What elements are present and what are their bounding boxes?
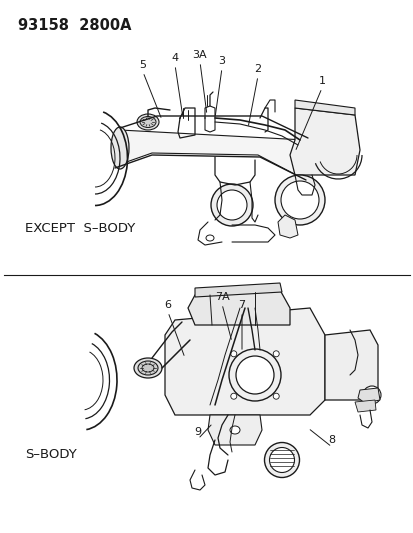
- Text: EXCEPT  S–BODY: EXCEPT S–BODY: [25, 222, 135, 235]
- Text: 8: 8: [328, 435, 335, 445]
- Polygon shape: [118, 130, 304, 178]
- Text: 9: 9: [194, 427, 201, 437]
- Ellipse shape: [142, 364, 154, 372]
- Ellipse shape: [230, 426, 240, 434]
- Text: 93158  2800A: 93158 2800A: [18, 18, 131, 33]
- Ellipse shape: [264, 442, 299, 478]
- Ellipse shape: [111, 127, 129, 169]
- Text: 7A: 7A: [214, 292, 229, 302]
- Ellipse shape: [274, 175, 324, 225]
- Polygon shape: [165, 308, 324, 415]
- Polygon shape: [188, 290, 289, 325]
- Ellipse shape: [280, 181, 318, 219]
- Ellipse shape: [230, 351, 236, 357]
- Ellipse shape: [273, 393, 278, 399]
- Ellipse shape: [230, 393, 236, 399]
- Ellipse shape: [273, 351, 278, 357]
- Text: 6: 6: [164, 300, 171, 310]
- Polygon shape: [195, 283, 281, 297]
- Polygon shape: [207, 415, 261, 445]
- Ellipse shape: [216, 190, 247, 220]
- Polygon shape: [294, 100, 354, 115]
- Text: 2: 2: [254, 64, 261, 74]
- Polygon shape: [324, 330, 377, 400]
- Text: S–BODY: S–BODY: [25, 448, 76, 462]
- Text: 5: 5: [139, 60, 146, 70]
- Polygon shape: [357, 388, 379, 403]
- Ellipse shape: [140, 117, 156, 127]
- Text: 4: 4: [171, 53, 178, 63]
- Ellipse shape: [302, 188, 310, 196]
- Text: 1: 1: [318, 76, 325, 86]
- Ellipse shape: [362, 386, 380, 404]
- Polygon shape: [354, 400, 375, 412]
- Ellipse shape: [206, 235, 214, 241]
- Text: 3A: 3A: [192, 50, 207, 60]
- Ellipse shape: [269, 448, 294, 472]
- Polygon shape: [289, 108, 359, 175]
- Ellipse shape: [137, 114, 159, 130]
- Ellipse shape: [228, 349, 280, 401]
- Polygon shape: [277, 215, 297, 238]
- Ellipse shape: [211, 184, 252, 226]
- Ellipse shape: [138, 361, 158, 375]
- Ellipse shape: [235, 356, 273, 394]
- Text: 7: 7: [238, 300, 245, 310]
- Ellipse shape: [134, 358, 161, 378]
- Text: 3: 3: [218, 56, 225, 66]
